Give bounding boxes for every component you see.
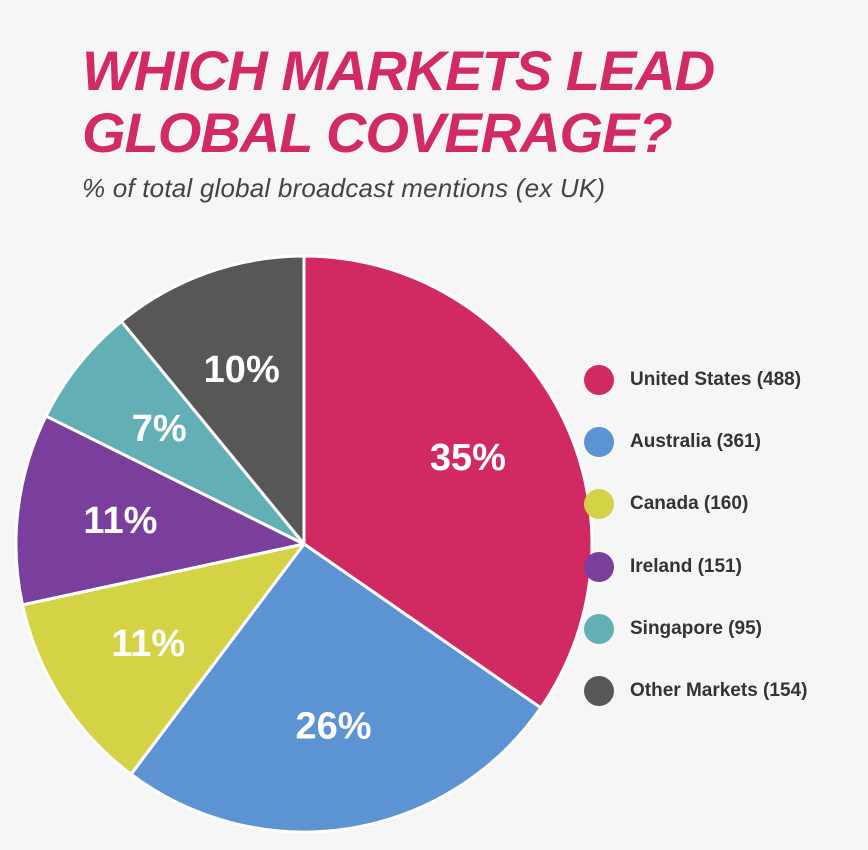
pie-slice-australia	[129, 542, 543, 834]
legend-label-other-markets: Other Markets (154)	[630, 680, 808, 702]
legend-swatch-united-states	[584, 364, 614, 395]
legend-swatch-australia	[584, 426, 614, 457]
legend-item-canada: Canada (160)	[584, 489, 864, 520]
pie-slice-ireland	[14, 414, 306, 607]
chart-subtitle: % of total global broadcast mentions (ex…	[82, 173, 606, 203]
legend-label-ireland: Ireland (151)	[630, 555, 742, 577]
legend-item-united-states: United States (488)	[584, 364, 864, 395]
chart-title: WHICH MARKETS LEAD GLOBAL COVERAGE?	[82, 40, 842, 164]
legend-swatch-ireland	[584, 551, 614, 582]
pie-slice-other-markets	[119, 254, 306, 546]
legend-item-ireland: Ireland (151)	[584, 551, 864, 582]
pie-label-united-states: 35%	[430, 437, 506, 479]
legend-label-australia: Australia (361)	[630, 430, 761, 452]
legend-label-singapore: Singapore (95)	[630, 618, 762, 640]
legend-swatch-other-markets	[584, 676, 614, 707]
legend-label-united-states: United States (488)	[630, 368, 802, 390]
legend-item-other-markets: Other Markets (154)	[584, 676, 864, 707]
pie-slice-canada	[21, 542, 306, 776]
chart-title-line-2: GLOBAL COVERAGE?	[82, 101, 673, 164]
legend-swatch-singapore	[584, 614, 614, 645]
pie-slice-united-states	[302, 254, 594, 710]
legend-item-singapore: Singapore (95)	[584, 614, 864, 645]
pie-label-other-markets: 10%	[204, 349, 280, 391]
legend: United States (488) Australia (361) Cana…	[584, 364, 864, 738]
pie-label-australia: 26%	[296, 706, 372, 748]
legend-item-australia: Australia (361)	[584, 426, 864, 457]
chart-title-line-1: WHICH MARKETS LEAD	[82, 39, 715, 102]
pie-label-ireland: 11%	[83, 500, 157, 542]
pie-label-canada: 11%	[111, 623, 185, 665]
pie-label-singapore: 7%	[132, 408, 187, 450]
legend-swatch-canada	[584, 489, 614, 520]
pie-slice-singapore	[44, 319, 306, 546]
legend-label-canada: Canada (160)	[630, 493, 749, 515]
